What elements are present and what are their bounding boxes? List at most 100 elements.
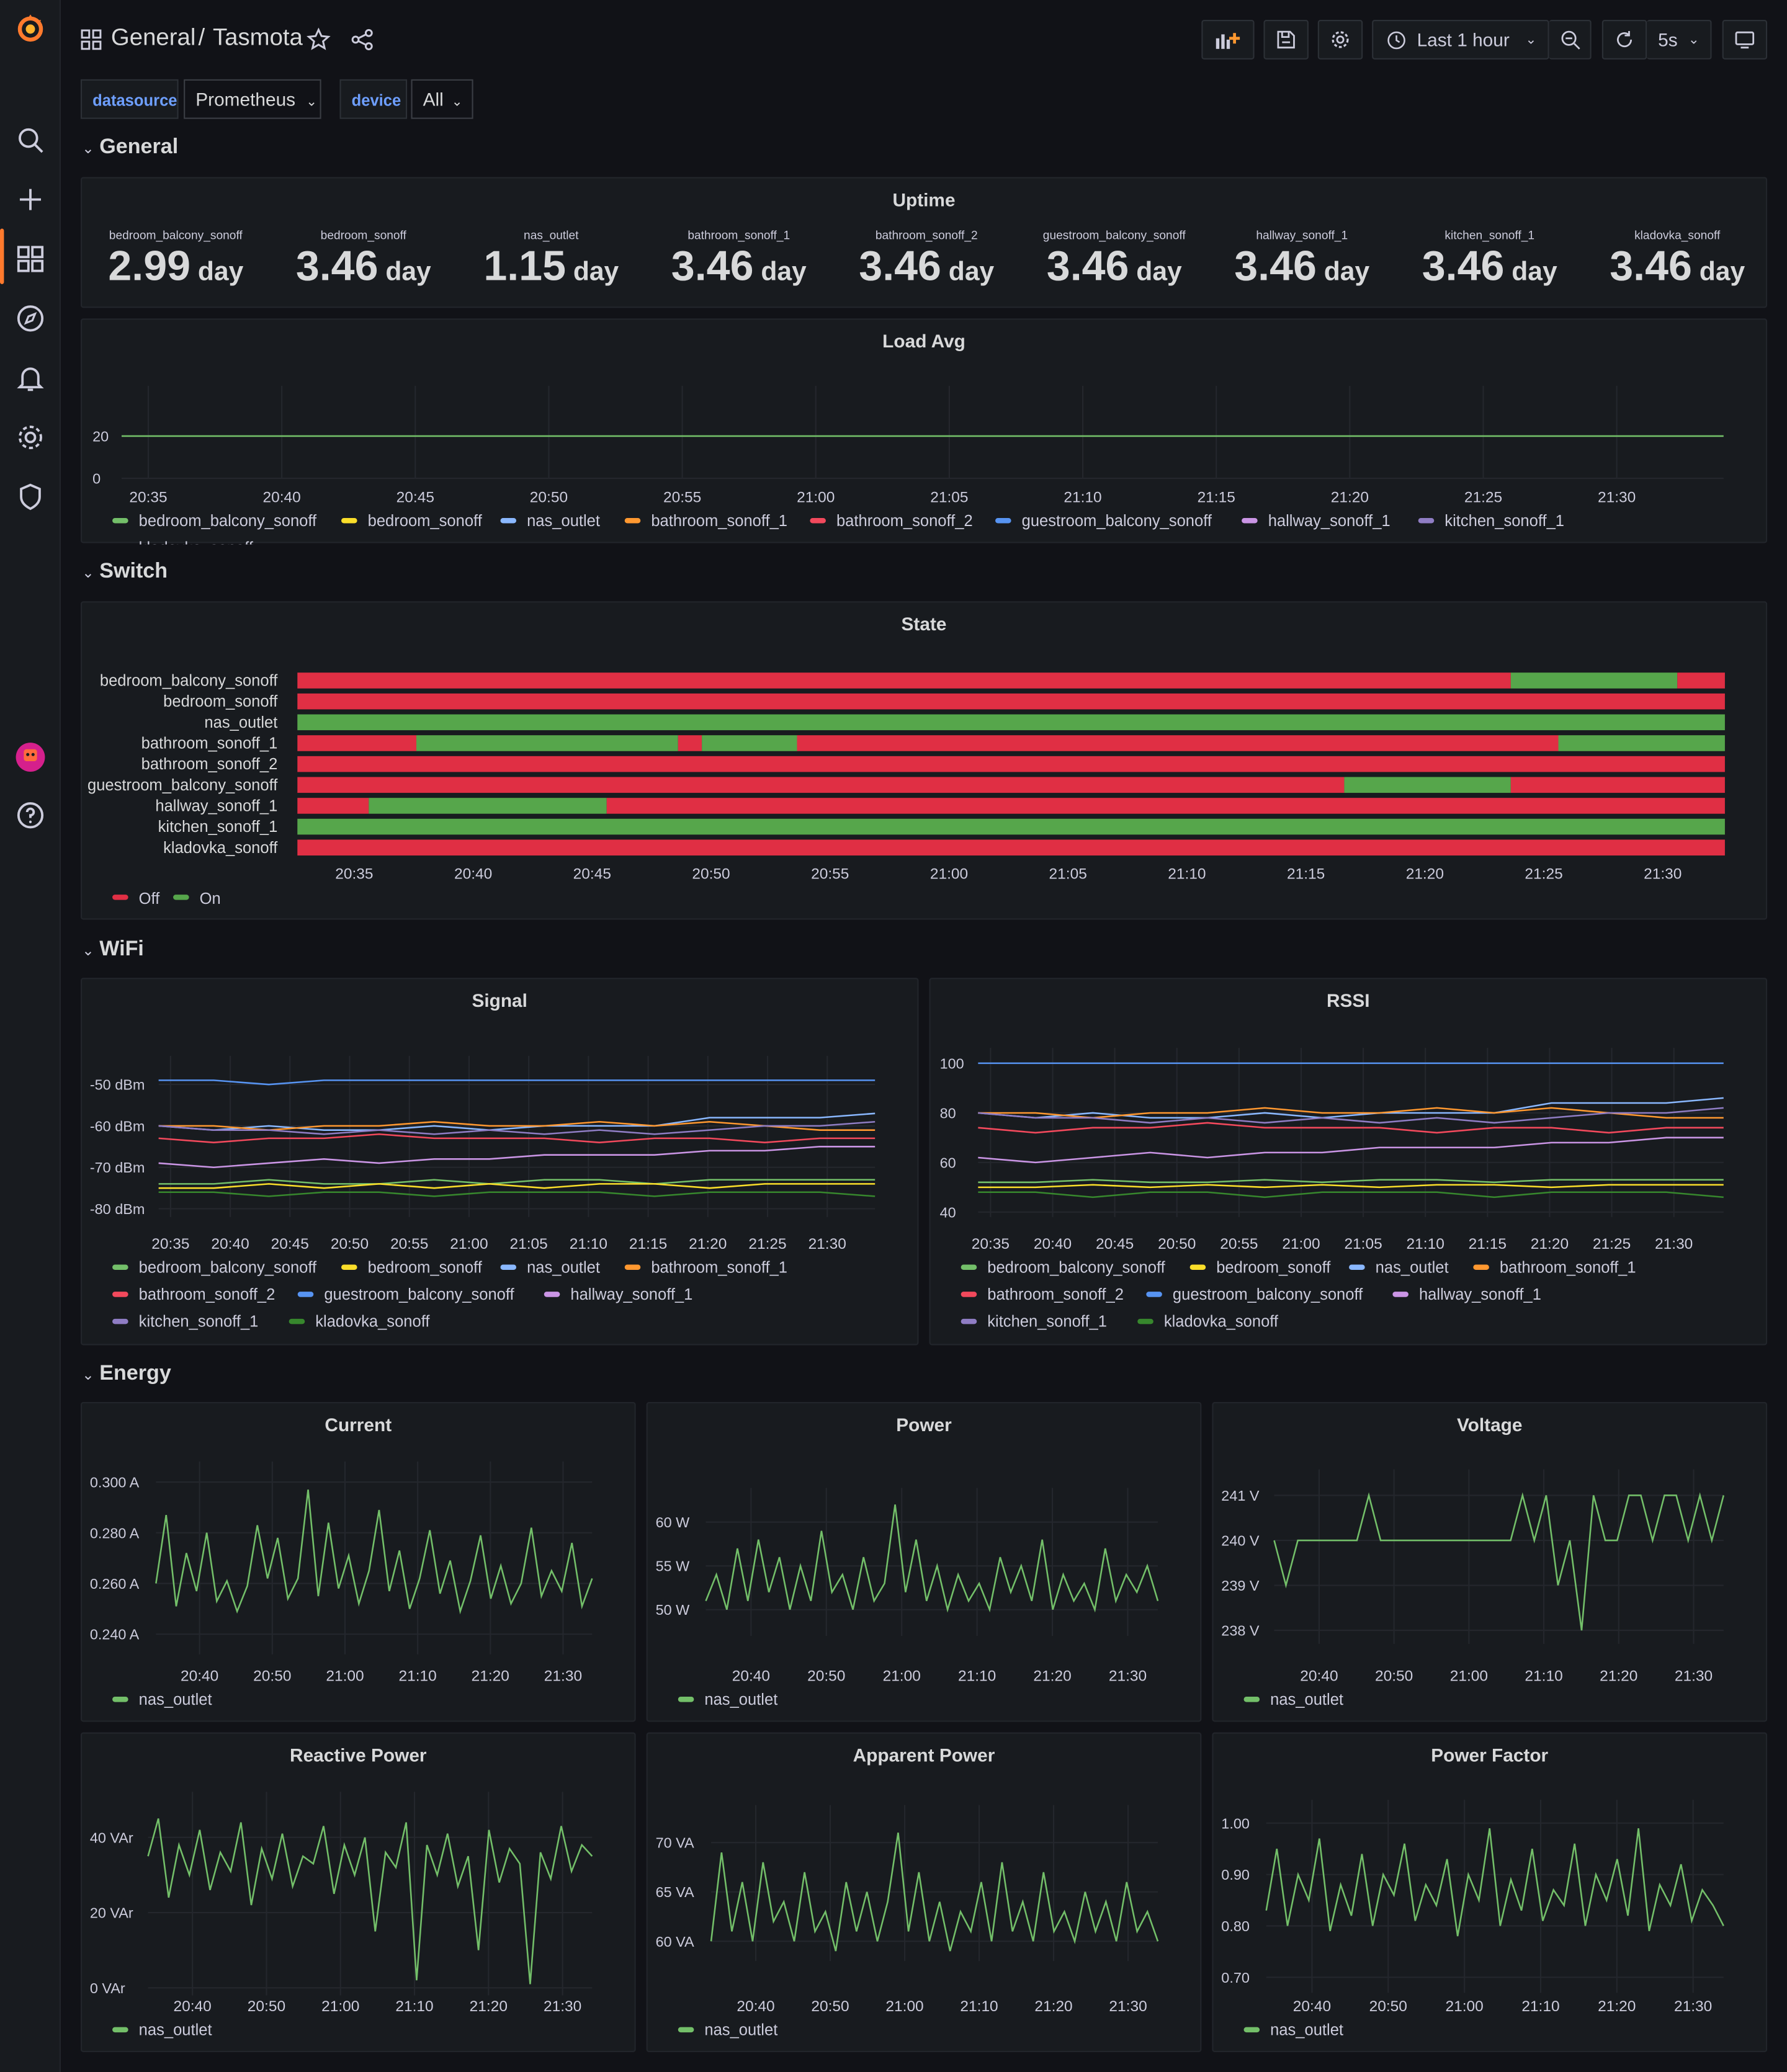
state-segment-nas_outlet[interactable] (297, 714, 1725, 731)
legend-item-bedroom_sonoff[interactable]: bedroom_sonoff (1216, 1259, 1331, 1276)
dashboard-settings-button[interactable] (1317, 19, 1363, 60)
legend-item-bedroom_sonoff[interactable]: bedroom_sonoff (368, 512, 483, 530)
panel-title[interactable]: State (901, 613, 947, 635)
state-segment-bedroom_balcony_sonoff[interactable] (297, 672, 1511, 689)
zoom-out-button[interactable] (1549, 19, 1592, 60)
state-segment-kitchen_sonoff_1[interactable] (297, 818, 1725, 835)
panel-title[interactable]: Power (896, 1414, 952, 1436)
legend-item-bathroom_sonoff_2[interactable]: bathroom_sonoff_2 (836, 512, 973, 530)
panel-title[interactable]: Uptime (892, 189, 956, 210)
series-line-nas_outlet[interactable] (705, 1504, 1159, 1613)
state-segment-hallway_sonoff_1[interactable] (369, 798, 607, 814)
series-line-kitchen_sonoff_1[interactable] (978, 1107, 1724, 1124)
panel-title[interactable]: Reactive Power (290, 1744, 427, 1766)
legend-item-guestroom_balcony_sonoff[interactable]: guestroom_balcony_sonoff (1173, 1286, 1363, 1303)
state-segment-hallway_sonoff_1[interactable] (606, 798, 1725, 814)
dashboards-icon[interactable] (14, 243, 46, 275)
legend-item-nas_outlet[interactable]: nas_outlet (1376, 1259, 1449, 1276)
panel-title[interactable]: RSSI (1326, 989, 1370, 1011)
series-line-nas_outlet[interactable] (155, 1489, 593, 1615)
add-panel-button[interactable] (1201, 19, 1255, 60)
state-segment-bathroom_sonoff_1[interactable] (1558, 735, 1725, 751)
legend-item-kitchen_sonoff_1[interactable]: kitchen_sonoff_1 (987, 1313, 1107, 1331)
panel-title[interactable]: Voltage (1456, 1414, 1523, 1436)
series-line-nas_outlet[interactable] (1265, 1828, 1724, 1937)
legend-item-nas_outlet[interactable]: nas_outlet (527, 512, 600, 530)
state-segment-guestroom_balcony_sonoff[interactable] (1344, 777, 1511, 793)
settings-gear-icon[interactable] (14, 422, 46, 453)
grafana-logo-icon[interactable] (14, 13, 46, 45)
help-icon[interactable] (14, 800, 46, 831)
state-segment-bathroom_sonoff_1[interactable] (797, 735, 1559, 751)
series-line-nas_outlet[interactable] (158, 1112, 876, 1131)
series-line-nas_outlet[interactable] (710, 1833, 1159, 1952)
state-segment-bedroom_sonoff[interactable] (297, 693, 1725, 710)
legend-item-hallway_sonoff_1[interactable]: hallway_sonoff_1 (1419, 1286, 1541, 1303)
series-line-bathroom_sonoff_2[interactable] (978, 1122, 1724, 1134)
legend-item-nas_outlet[interactable]: nas_outlet (139, 1691, 212, 1708)
legend-item-nas_outlet[interactable]: nas_outlet (1270, 1691, 1343, 1708)
legend-item-kitchen_sonoff_1[interactable]: kitchen_sonoff_1 (1444, 512, 1564, 530)
state-segment-bathroom_sonoff_1[interactable] (416, 735, 678, 751)
legend-item-bathroom_sonoff_1[interactable]: bathroom_sonoff_1 (1500, 1259, 1636, 1276)
panel-title[interactable]: Apparent Power (853, 1744, 995, 1766)
legend-item-bedroom_balcony_sonoff[interactable]: bedroom_balcony_sonoff (139, 1259, 317, 1276)
row-switch[interactable]: ⌄ Switch (82, 560, 168, 584)
legend-item-nas_outlet[interactable]: nas_outlet (704, 2021, 777, 2039)
legend-item-off[interactable]: Off (139, 890, 161, 908)
legend-item-nas_outlet[interactable]: nas_outlet (139, 2021, 212, 2039)
legend-item-kitchen_sonoff_1[interactable]: kitchen_sonoff_1 (139, 1313, 259, 1331)
dashboard-title[interactable]: Tasmota (212, 24, 303, 50)
row-general[interactable]: ⌄ General (82, 136, 178, 159)
series-line-bathroom_sonoff_2[interactable] (158, 1133, 876, 1143)
state-segment-bathroom_sonoff_1[interactable] (297, 735, 417, 751)
series-line-bedroom_balcony_sonoff[interactable] (978, 1179, 1724, 1184)
series-line-nas_outlet[interactable] (1273, 1492, 1725, 1631)
series-line-kladovka_sonoff[interactable] (158, 1191, 876, 1197)
series-line-bathroom_sonoff_1[interactable] (158, 1120, 876, 1131)
star-icon[interactable] (307, 27, 331, 51)
datasource-select[interactable]: Prometheus ⌄ (184, 79, 321, 119)
panel-title[interactable]: Current (325, 1414, 392, 1436)
state-segment-bedroom_balcony_sonoff[interactable] (1677, 672, 1725, 689)
state-segment-guestroom_balcony_sonoff[interactable] (297, 777, 1345, 793)
panel-title[interactable]: Load Avg (882, 330, 965, 352)
legend-item-guestroom_balcony_sonoff[interactable]: guestroom_balcony_sonoff (1022, 512, 1212, 530)
legend-item-bedroom_balcony_sonoff[interactable]: bedroom_balcony_sonoff (139, 512, 317, 530)
tv-mode-button[interactable] (1722, 19, 1768, 60)
series-line-bedroom_sonoff[interactable] (158, 1183, 876, 1189)
legend-item-kladovka_sonoff[interactable]: kladovka_sonoff (315, 1313, 430, 1331)
series-line-nas_outlet[interactable] (978, 1097, 1724, 1119)
legend-item-on[interactable]: On (200, 890, 221, 908)
series-line-bathroom_sonoff_1[interactable] (978, 1107, 1724, 1119)
user-avatar-icon[interactable] (14, 741, 46, 773)
state-segment-bathroom_sonoff_2[interactable] (297, 756, 1725, 772)
row-energy[interactable]: ⌄ Energy (82, 1362, 171, 1386)
legend-item-kladovka_sonoff[interactable]: kladovka_sonoff (139, 539, 254, 544)
legend-item-kladovka_sonoff[interactable]: kladovka_sonoff (1164, 1313, 1279, 1331)
legend-item-bathroom_sonoff_1[interactable]: bathroom_sonoff_1 (651, 1259, 787, 1276)
refresh-button[interactable] (1601, 19, 1647, 60)
alerting-bell-icon[interactable] (14, 362, 46, 394)
legend-item-nas_outlet[interactable]: nas_outlet (704, 1691, 777, 1708)
state-segment-bedroom_balcony_sonoff[interactable] (1510, 672, 1678, 689)
series-line-bedroom_sonoff[interactable] (978, 1184, 1724, 1189)
plus-icon[interactable] (14, 184, 46, 215)
state-segment-bathroom_sonoff_1[interactable] (702, 735, 797, 751)
time-range-picker[interactable]: Last 1 hour ⌄ (1372, 19, 1549, 60)
legend-item-bathroom_sonoff_2[interactable]: bathroom_sonoff_2 (139, 1286, 275, 1303)
shield-icon[interactable] (14, 481, 46, 512)
legend-item-nas_outlet[interactable]: nas_outlet (527, 1259, 600, 1276)
legend-item-bathroom_sonoff_2[interactable]: bathroom_sonoff_2 (987, 1286, 1124, 1303)
state-segment-bathroom_sonoff_1[interactable] (678, 735, 702, 751)
save-dashboard-button[interactable] (1263, 19, 1309, 60)
state-segment-guestroom_balcony_sonoff[interactable] (1510, 777, 1725, 793)
share-icon[interactable] (351, 28, 374, 51)
series-line-hallway_sonoff_1[interactable] (158, 1146, 876, 1169)
state-segment-kladovka_sonoff[interactable] (297, 839, 1725, 856)
legend-item-guestroom_balcony_sonoff[interactable]: guestroom_balcony_sonoff (324, 1286, 514, 1303)
series-line-kladovka_sonoff[interactable] (978, 1191, 1724, 1199)
legend-item-hallway_sonoff_1[interactable]: hallway_sonoff_1 (570, 1286, 692, 1303)
panel-title[interactable]: Signal (472, 989, 527, 1011)
series-line-guestroom_balcony_sonoff[interactable] (158, 1079, 876, 1086)
